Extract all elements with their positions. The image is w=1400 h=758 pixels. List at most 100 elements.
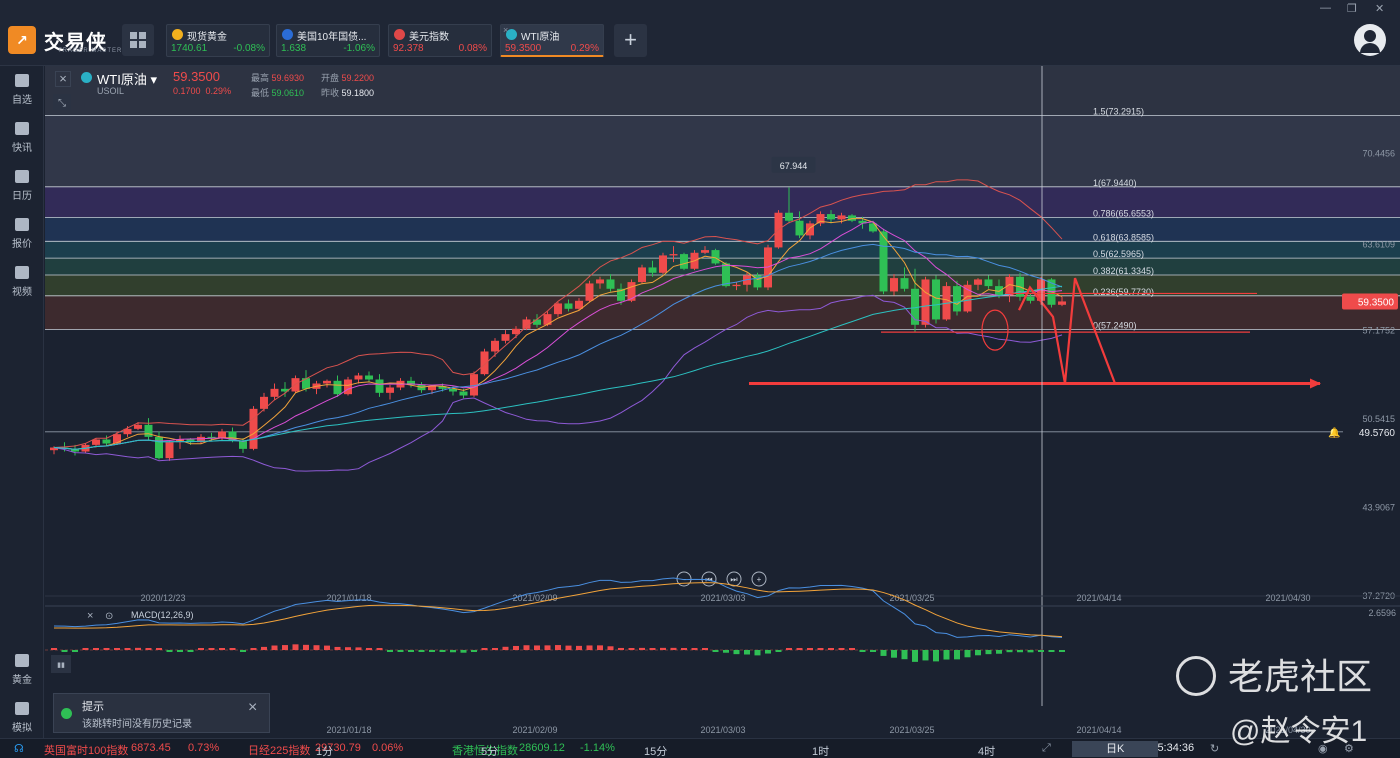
- open-readout: 开盘 59.2200: [321, 73, 375, 83]
- macd-histogram-bar: [933, 650, 939, 662]
- candle: [879, 231, 888, 292]
- crosshair-icon[interactable]: ⤢: [1042, 742, 1051, 754]
- refresh-icon[interactable]: ↻: [1210, 743, 1220, 755]
- macd-histogram-bar: [775, 650, 782, 652]
- date-axis-label: 2021/04/14: [1076, 593, 1121, 603]
- candle: [627, 282, 636, 301]
- macd-histogram-bar: [996, 650, 1002, 654]
- macd-histogram-bar: [712, 650, 719, 652]
- candle: [302, 378, 310, 389]
- period-tab[interactable]: 4时: [978, 746, 996, 758]
- minimize-button[interactable]: —: [1320, 2, 1331, 14]
- index-value: 28609.12: [519, 742, 565, 754]
- candle: [827, 214, 835, 220]
- candle: [281, 388, 289, 392]
- macd-histogram-bar: [376, 648, 383, 650]
- maximize-button[interactable]: ❐: [1347, 3, 1357, 15]
- macd-histogram-bar: [51, 648, 57, 650]
- bollinger-lower-line: [53, 294, 1063, 472]
- candle: [869, 223, 877, 232]
- macd-histogram-bar: [901, 650, 908, 660]
- period-tab[interactable]: 1分: [316, 746, 334, 758]
- macd-histogram-bar: [891, 650, 897, 658]
- close-tab-icon[interactable]: ×: [503, 25, 509, 35]
- sidebar-item-quotes[interactable]: 报价: [0, 212, 44, 256]
- candle: [144, 424, 153, 437]
- macd-histogram-bar: [166, 650, 173, 652]
- macd-histogram-bar: [513, 645, 519, 650]
- macd-histogram-bar: [943, 650, 950, 660]
- candle: [932, 279, 940, 320]
- ticker-tab[interactable]: 美元指数 92.378 0.08%: [388, 24, 492, 57]
- peak-label-box: [771, 156, 816, 173]
- calendar-icon: [15, 170, 29, 183]
- camera-icon[interactable]: ◉: [1318, 743, 1328, 755]
- candle: [564, 303, 573, 309]
- chart-nav-button[interactable]: [751, 571, 767, 587]
- macd-histogram-bar: [177, 650, 183, 652]
- candle: [585, 283, 594, 301]
- fib-level-label: 0(57.2490): [1093, 320, 1137, 330]
- candle: [963, 284, 972, 312]
- macd-histogram-bar: [922, 650, 929, 661]
- period-tab[interactable]: 1时: [812, 746, 830, 758]
- candle: [249, 408, 258, 449]
- candle: [533, 319, 541, 325]
- candle: [291, 378, 300, 392]
- price-chart[interactable]: 1.5(73.2915) 1(67.9440) 0.786(65.6553) 0.61…: [45, 66, 1400, 738]
- toast-close-button[interactable]: ×: [248, 699, 258, 716]
- ticker-tab[interactable]: 现货黄金 1740.61 -0.08%: [166, 24, 270, 57]
- chart-nav-button[interactable]: [726, 571, 742, 587]
- candle: [617, 288, 625, 301]
- arrow-head: [1310, 378, 1321, 389]
- period-tab[interactable]: 5分: [481, 746, 499, 758]
- bell-icon: 🔔: [1328, 427, 1340, 439]
- macd-date-label: 2021/01/18: [326, 725, 371, 735]
- settings-icon[interactable]: ⚙: [1344, 743, 1354, 755]
- sidebar-item-gold[interactable]: 黄金: [0, 648, 44, 692]
- macd-histogram-bar: [397, 650, 404, 652]
- alert-price-tag: 49.5760: [1359, 428, 1396, 439]
- low-readout: 最低 59.0610: [251, 88, 305, 98]
- date-axis-label: 2021/01/18: [326, 593, 371, 603]
- close-window-button[interactable]: ✕: [1375, 3, 1385, 15]
- macd-histogram-bar: [303, 644, 309, 650]
- chart-area[interactable]: 1.5(73.2915) 1(67.9440) 0.786(65.6553) 0.61…: [45, 66, 1400, 738]
- sidebar: 自选 快讯 日历 报价 视频 黄金 模拟: [0, 66, 44, 738]
- candle: [753, 275, 762, 288]
- macd-histogram-bar: [460, 650, 467, 653]
- sidebar-item-video[interactable]: 视频: [0, 260, 44, 304]
- macd-histogram-bar: [387, 650, 393, 652]
- macd-histogram-bar: [544, 645, 551, 650]
- collapse-tool-button[interactable]: [53, 94, 71, 110]
- sidebar-item-simulate[interactable]: 模拟: [0, 696, 44, 740]
- macd-histogram-bar: [523, 645, 530, 650]
- period-tab[interactable]: 日K: [1072, 741, 1159, 757]
- sidebar-item-watchlist[interactable]: 自选: [0, 68, 44, 112]
- macd-histogram-bar: [61, 650, 68, 652]
- layout-grid-button[interactable]: [122, 24, 154, 56]
- candle: [638, 267, 646, 283]
- ticker-tab[interactable]: 美国10年国债... 1.638 -1.06%: [276, 24, 380, 57]
- headset-icon[interactable]: ☊: [14, 743, 24, 755]
- indicator-tool-button[interactable]: [51, 655, 71, 673]
- ticker-change: -1.06%: [343, 43, 375, 54]
- price-axis-label: 57.1752: [1362, 325, 1395, 335]
- sidebar-item-news[interactable]: 快讯: [0, 116, 44, 160]
- close-chart-button[interactable]: ×: [55, 71, 71, 87]
- macd-histogram-bar: [72, 650, 78, 652]
- instrument-name[interactable]: WTI原油 ▾: [97, 72, 157, 87]
- fib-level-label: 0.382(61.3345): [1093, 266, 1154, 276]
- macd-date-label: 2021/02/09: [512, 725, 557, 735]
- macd-histogram-bar: [828, 648, 834, 650]
- macd-histogram-bar: [1027, 650, 1034, 653]
- macd-histogram-bar: [702, 648, 708, 650]
- user-avatar[interactable]: [1354, 24, 1386, 56]
- ticker-tab[interactable]: × WTI原油 59.3500 0.29%: [500, 24, 604, 57]
- add-ticker-button[interactable]: +: [614, 24, 647, 57]
- bollinger-upper-line: [53, 179, 1063, 448]
- macd-histogram-bar: [565, 645, 572, 650]
- period-tab[interactable]: 15分: [644, 746, 668, 758]
- sidebar-item-calendar[interactable]: 日历: [0, 164, 44, 208]
- macd-settings-icon: ⊙: [105, 611, 113, 622]
